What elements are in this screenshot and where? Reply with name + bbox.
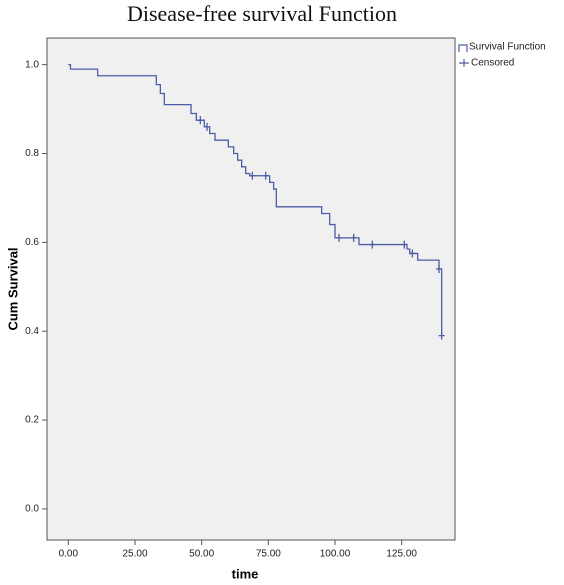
censored-mark	[249, 171, 256, 180]
chart-title: Disease-free survival Function	[127, 1, 397, 26]
censored-mark	[369, 240, 376, 249]
plot-area	[46, 37, 456, 541]
censored-mark	[401, 240, 408, 249]
x-tick-label: 50.00	[189, 549, 214, 560]
censored-mark	[197, 116, 204, 125]
legend-symbol	[459, 59, 469, 67]
censored-mark	[262, 171, 269, 180]
survival-line	[68, 64, 443, 336]
x-tick-label: 75.00	[256, 549, 281, 560]
legend-label: Censored	[471, 58, 514, 69]
legend-label: Survival Function	[469, 42, 546, 53]
x-tick-label: 125.00	[386, 549, 417, 560]
y-tick-label: 0.4	[25, 326, 39, 337]
censored-mark	[336, 233, 342, 242]
x-tick-label: 100.00	[320, 549, 351, 560]
y-tick-label: 0.8	[25, 148, 39, 159]
x-axis-title: time	[232, 566, 259, 581]
x-tick-label: 0.00	[59, 549, 79, 560]
legend-symbol	[458, 44, 468, 52]
y-tick-label: 0.0	[25, 504, 39, 515]
y-tick-label: 1.0	[25, 59, 39, 70]
y-tick-label: 0.2	[25, 415, 39, 426]
censored-mark	[350, 233, 357, 242]
y-tick-label: 0.6	[25, 237, 39, 248]
censored-mark	[204, 122, 210, 131]
censored-mark	[438, 331, 445, 340]
x-tick-label: 25.00	[122, 549, 147, 560]
y-axis-title: Cum Survival	[5, 247, 20, 330]
censored-mark	[436, 265, 442, 274]
censored-mark	[409, 249, 416, 258]
